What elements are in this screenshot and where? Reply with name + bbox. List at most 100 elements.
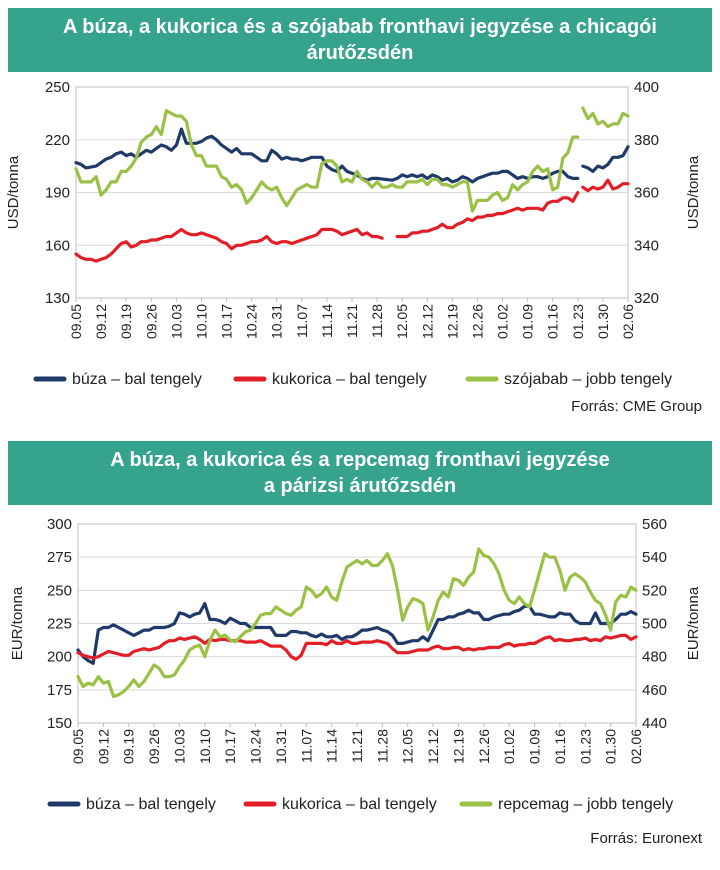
- y-tick-label-left: 250: [45, 79, 70, 96]
- chart-title-line1: A búza, a kukorica és a szójabab frontha…: [63, 16, 657, 38]
- y-tick-label-right: 340: [634, 237, 659, 254]
- x-tick-label: 10.17: [222, 729, 238, 764]
- x-tick-label: 12.26: [476, 729, 492, 764]
- x-tick-label: 10.03: [168, 304, 184, 339]
- y-tick-label-left: 200: [47, 649, 72, 666]
- y-axis-title-left: EUR/tonna: [9, 586, 26, 660]
- y-tick-label-left: 225: [47, 616, 72, 633]
- x-tick-label: 09.26: [146, 729, 162, 764]
- x-tick-label: 01.23: [577, 729, 593, 764]
- chart-panel-cbot: A búza, a kukorica és a szójabab frontha…: [0, 0, 720, 430]
- x-tick-label: 01.09: [520, 304, 536, 339]
- x-tick-label: 10.24: [248, 729, 264, 764]
- x-tick-label: 02.06: [628, 729, 644, 764]
- x-tick-label: 10.10: [193, 304, 209, 339]
- series-line-2: [76, 547, 638, 699]
- source-note: Forrás: CME Group: [571, 398, 702, 415]
- x-tick-label: 10.31: [269, 304, 285, 339]
- y-tick-label-right: 500: [642, 616, 667, 633]
- y-tick-label-left: 190: [45, 185, 70, 202]
- x-tick-label: 12.26: [469, 304, 485, 339]
- x-tick-label: 11.21: [349, 729, 365, 763]
- x-tick-label: 01.16: [552, 729, 568, 764]
- legend-item: repcemag – jobb tengely: [459, 796, 673, 813]
- y-tick-label-left: 130: [45, 290, 70, 307]
- x-tick-label: 09.19: [118, 304, 134, 339]
- x-tick-label: 11.28: [374, 729, 390, 763]
- x-tick-label: 10.03: [171, 729, 187, 764]
- x-tick-label: 10.17: [219, 304, 235, 339]
- y-tick-label-right: 320: [634, 290, 659, 307]
- legend-label: szójabab – jobb tengely: [504, 371, 672, 388]
- legend-label: búza – bal tengely: [72, 371, 202, 388]
- x-tick-label: 12.19: [444, 304, 460, 339]
- y-tick-label-right: 400: [634, 79, 659, 96]
- y-tick-label-left: 150: [47, 715, 72, 732]
- x-tick-label: 11.07: [298, 729, 314, 763]
- x-tick-label: 11.07: [294, 304, 310, 338]
- series-line-0: [76, 602, 638, 665]
- x-tick-label: 01.30: [595, 304, 611, 339]
- x-tick-label: 11.28: [369, 304, 385, 338]
- x-tick-label: 12.05: [394, 304, 410, 339]
- legend-label: kukorica – bal tengely: [282, 796, 437, 813]
- series-line-2: [74, 106, 630, 213]
- x-tick-label: 12.19: [450, 729, 466, 764]
- y-tick-label-left: 275: [47, 549, 72, 566]
- chart-svg-euronext: 150 175 200 225 250 275 300 440 460 480 500 520 540 5…: [9, 516, 702, 813]
- y-tick-label-left: 220: [45, 132, 70, 149]
- x-tick-label: 09.19: [121, 729, 137, 764]
- x-tick-label: 10.24: [244, 304, 260, 339]
- y-tick-label-right: 560: [642, 516, 667, 533]
- x-tick-label: 10.31: [273, 729, 289, 764]
- series-line-1: [74, 178, 630, 263]
- x-tick-label: 01.09: [527, 729, 543, 764]
- x-tick-label: 09.05: [70, 729, 86, 764]
- x-tick-label: 02.06: [620, 304, 636, 339]
- legend-label: kukorica – bal tengely: [272, 371, 427, 388]
- x-tick-label: 01.02: [501, 729, 517, 764]
- legend-item: kukorica – bal tengely: [233, 371, 427, 388]
- chart-svg-cbot: 130 160 190 220 250 320 340 360 380 400 USD/tonna U…: [5, 79, 702, 388]
- legend-label: repcemag – jobb tengely: [498, 796, 673, 813]
- y-tick-label-left: 250: [47, 582, 72, 599]
- x-tick-label: 09.12: [95, 729, 111, 764]
- legend-label: búza – bal tengely: [86, 796, 216, 813]
- legend-item: búza – bal tengely: [47, 796, 216, 813]
- y-axis-title-right: EUR/tonna: [685, 586, 702, 660]
- x-tick-label: 11.21: [344, 304, 360, 338]
- source-note: Forrás: Euronext: [590, 830, 702, 847]
- legend-item: szójabab – jobb tengely: [465, 371, 672, 388]
- y-axis-title-right: USD/tonna: [685, 155, 702, 229]
- x-tick-label: 09.26: [143, 304, 159, 339]
- x-tick-label: 12.12: [425, 729, 441, 764]
- y-tick-label-left: 175: [47, 682, 72, 699]
- y-tick-label-right: 480: [642, 649, 667, 666]
- x-tick-label: 01.02: [495, 304, 511, 339]
- x-tick-label: 11.14: [324, 729, 340, 763]
- x-tick-label: 12.05: [400, 729, 416, 764]
- legend-item: kukorica – bal tengely: [243, 796, 437, 813]
- series-line-1: [76, 633, 638, 661]
- x-tick-label: 09.05: [68, 304, 84, 339]
- x-tick-label: 01.23: [570, 304, 586, 339]
- y-tick-label-right: 440: [642, 715, 667, 732]
- y-tick-label-right: 460: [642, 682, 667, 699]
- x-tick-label: 12.12: [419, 304, 435, 339]
- x-tick-label: 01.30: [603, 729, 619, 764]
- chart-title-line2: árutőzsdén: [306, 42, 414, 64]
- y-tick-label-right: 380: [634, 132, 659, 149]
- x-tick-label: 09.12: [93, 304, 109, 339]
- y-tick-label-right: 360: [634, 185, 659, 202]
- chart-title-line1: A búza, a kukorica és a repcemag frontha…: [110, 449, 610, 471]
- y-tick-label-right: 520: [642, 582, 667, 599]
- y-tick-label-left: 160: [45, 237, 70, 254]
- chart-title: A búza, a kukorica és a szójabab frontha…: [8, 8, 712, 72]
- x-tick-label: 11.14: [319, 304, 335, 338]
- chart-title-line2: a párizsi árutőzsdén: [263, 475, 457, 497]
- y-tick-label-right: 540: [642, 549, 667, 566]
- x-tick-label: 10.10: [197, 729, 213, 764]
- y-axis-title-left: USD/tonna: [5, 155, 22, 229]
- x-tick-label: 01.16: [545, 304, 561, 339]
